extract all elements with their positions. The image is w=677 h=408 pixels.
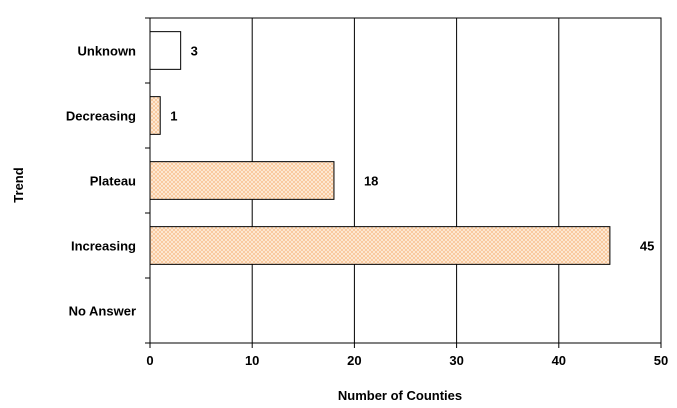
bar-0 <box>149 31 182 70</box>
x-tick-label-2: 20 <box>347 353 361 368</box>
bar-2 <box>149 161 335 200</box>
plot-area: 3 Unknown 1 Decreasing 18 Plateau 45 Increasing… <box>66 17 668 368</box>
category-label-0: Unknown <box>78 44 137 59</box>
x-tick-label-0: 0 <box>146 353 153 368</box>
category-label-4: No Answer <box>69 304 136 319</box>
plot-border <box>149 17 662 344</box>
bar-1 <box>149 96 161 135</box>
category-label-2: Plateau <box>90 174 136 189</box>
category-label-3: Increasing <box>71 239 136 254</box>
data-label-1: 1 <box>170 109 177 124</box>
x-tick-label-4: 40 <box>552 353 566 368</box>
bar-3 <box>149 226 611 265</box>
x-tick-label-1: 10 <box>245 353 259 368</box>
category-label-1: Decreasing <box>66 109 136 124</box>
data-label-2: 18 <box>364 174 378 189</box>
x-axis-title: Number of Counties <box>338 388 462 403</box>
x-tick-label-3: 30 <box>449 353 463 368</box>
data-label-3: 45 <box>640 239 654 254</box>
data-label-0: 3 <box>191 44 198 59</box>
x-tick-label-5: 50 <box>654 353 668 368</box>
y-axis-title: Trend <box>11 167 26 202</box>
